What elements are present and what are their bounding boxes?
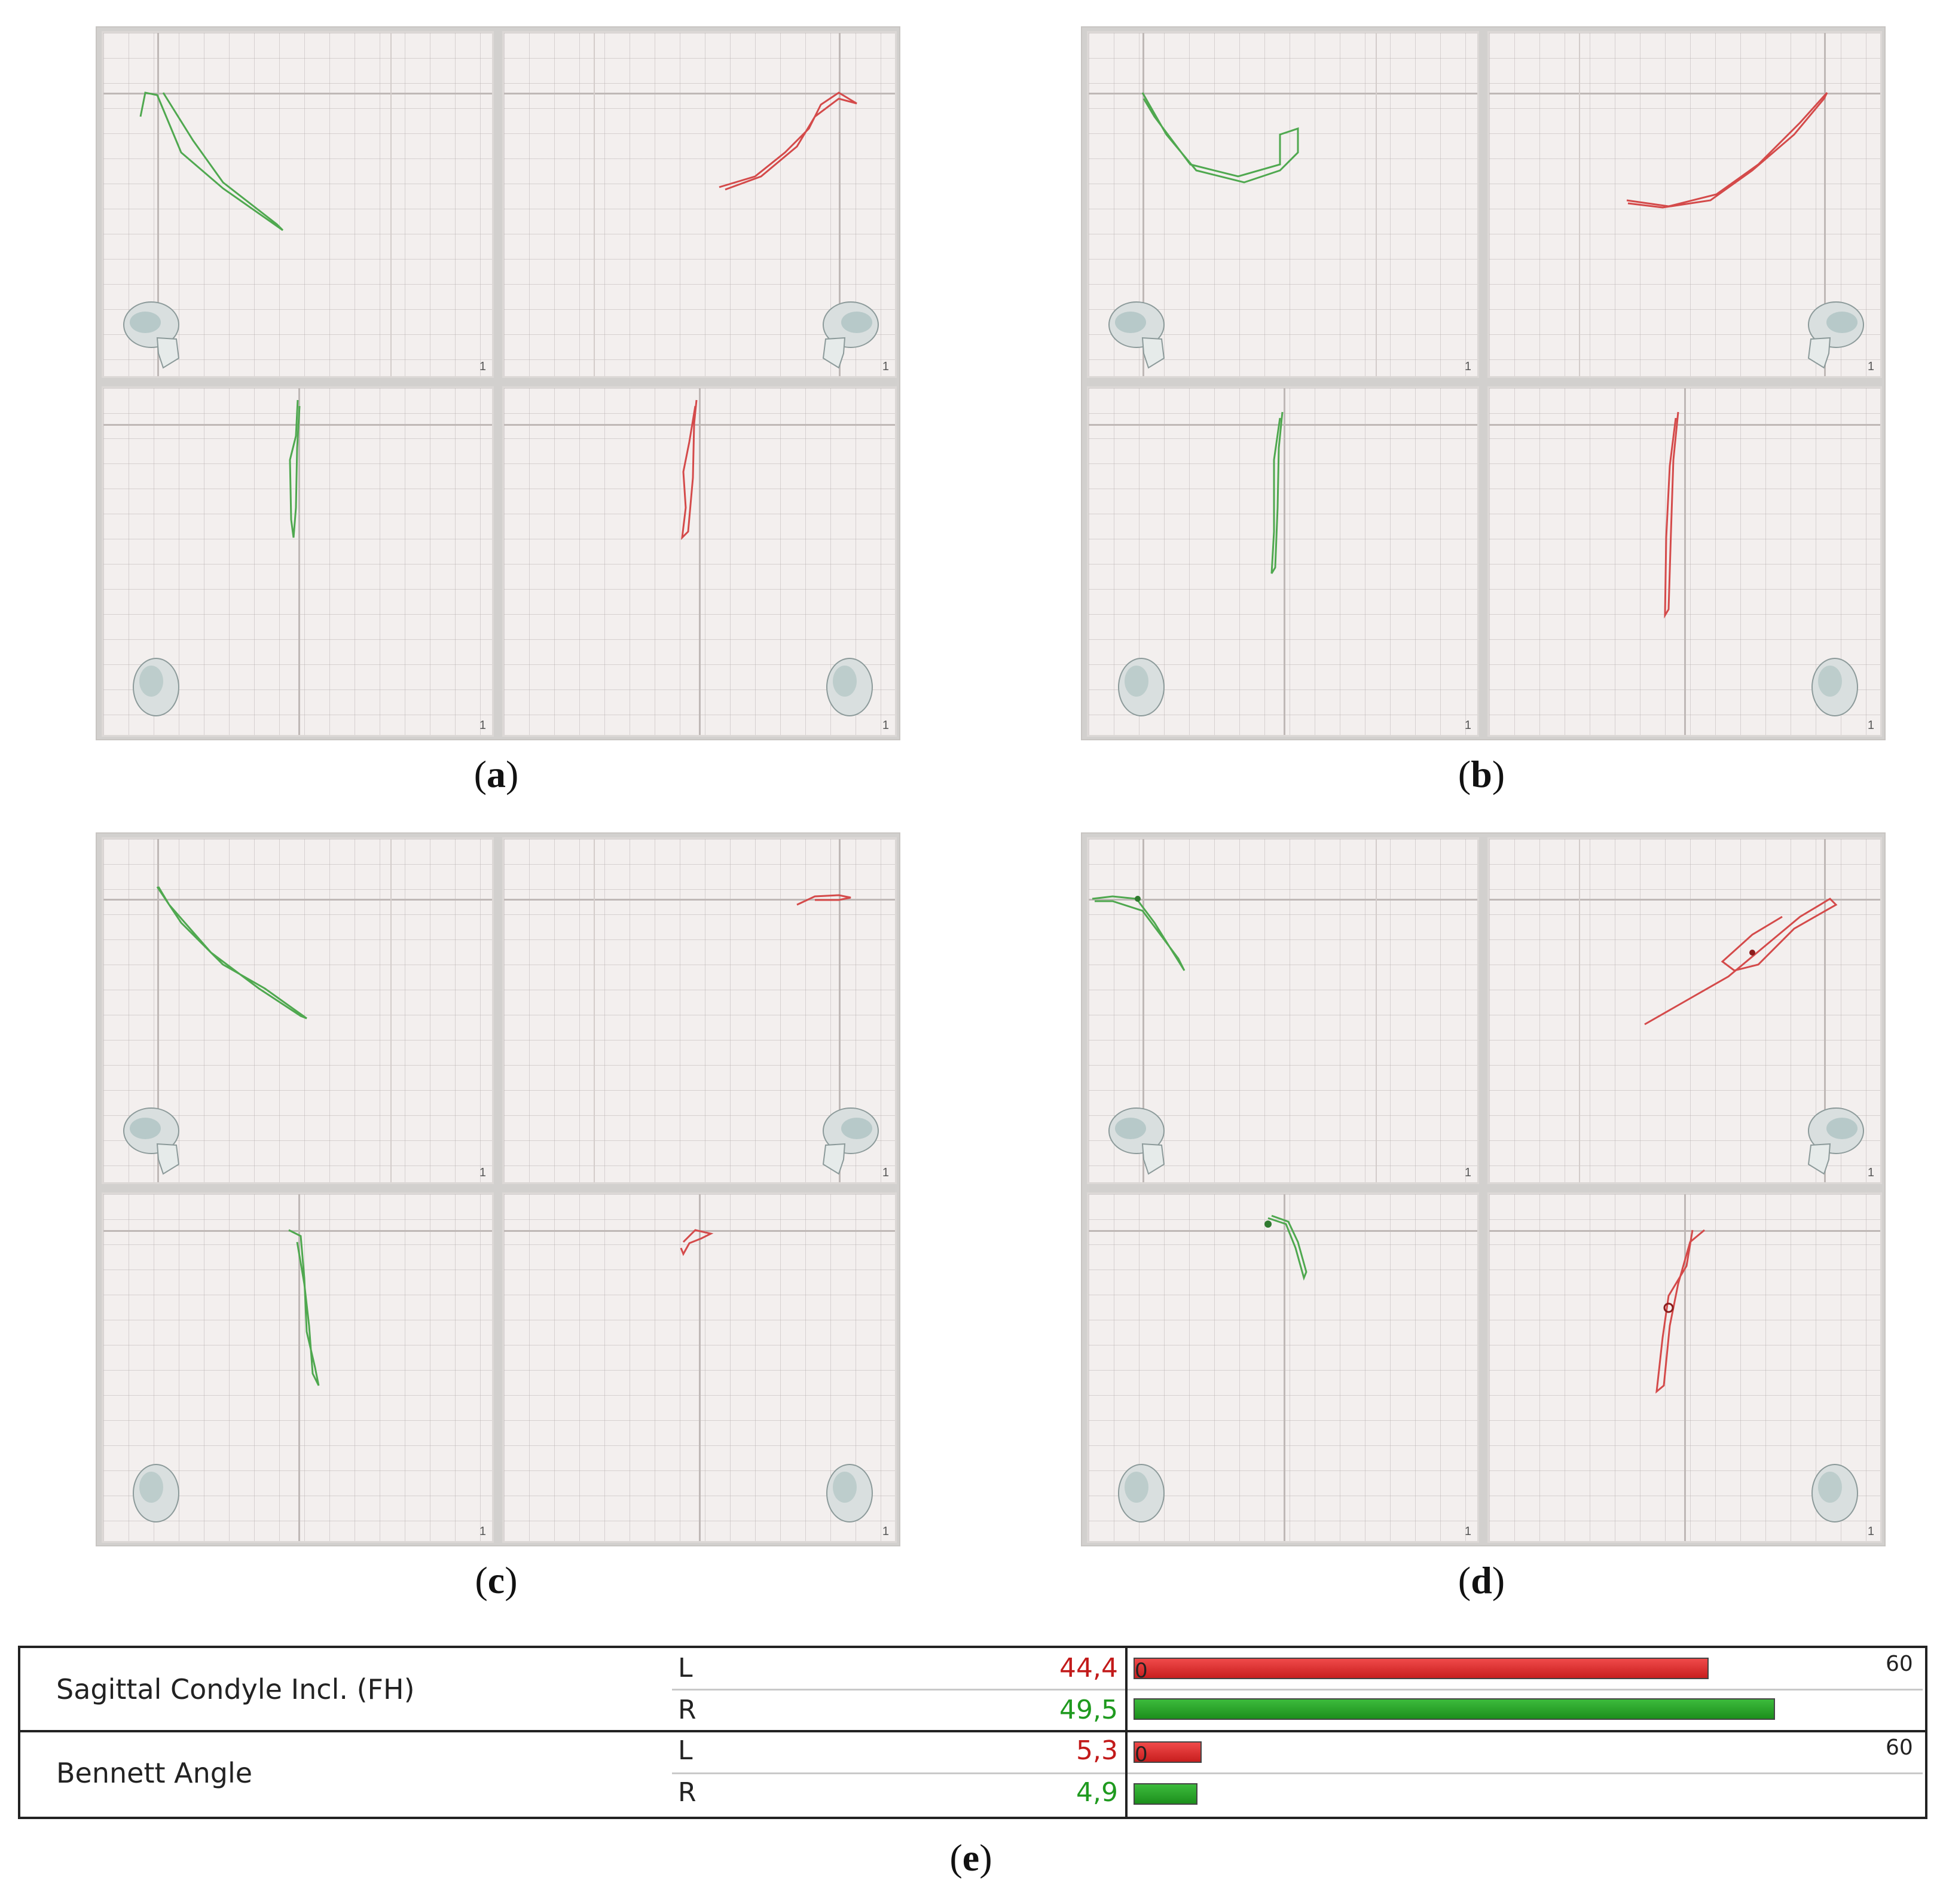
scale-label: 1 [882,1166,889,1179]
scale-max: 60 [1886,1652,1913,1676]
side-right: R [678,1695,696,1725]
skull-lateral-icon [1107,1102,1172,1180]
trace-red-frontal [680,399,698,541]
side-left: L [678,1735,693,1766]
view-c-sagittal-right[interactable]: 1 [502,837,897,1184]
panel-c: 1 1 1 1 [96,832,900,1546]
skull-lateral-icon [815,1102,881,1180]
scale-label: 1 [479,1525,486,1538]
trace-red-sagittal [1626,91,1828,209]
skull-frontal-icon [127,1457,193,1535]
scale-label: 1 [1867,360,1874,373]
view-b-frontal-left[interactable]: 1 [1087,386,1479,737]
view-d-sagittal-left[interactable]: 1 [1087,837,1479,1184]
skull-frontal-icon [127,651,193,729]
trace-green-sagittal [156,886,307,1020]
scale-label: 1 [882,719,889,732]
panel-a: 1 1 1 1 [96,26,900,740]
trace-red-sagittal [719,91,857,191]
view-b-sagittal-left[interactable]: 1 [1087,31,1479,378]
caption-d: (d) [1458,1559,1505,1601]
view-c-frontal-right[interactable]: 1 [502,1192,897,1543]
left-value: 44,4 [1059,1653,1118,1683]
scale-label: 1 [1867,1525,1874,1538]
scale-label: 1 [479,360,486,373]
skull-lateral-icon [121,296,187,374]
right-value: 49,5 [1059,1695,1118,1725]
trace-red-frontal [1655,1229,1705,1394]
scale-label: 1 [882,1525,889,1538]
skull-frontal-icon [821,651,887,729]
right-value-bar [1134,1783,1197,1805]
row-label: Bennett Angle [56,1757,253,1789]
caption-b: (b) [1458,753,1505,795]
view-c-sagittal-left[interactable]: 1 [102,837,494,1184]
trace-green-frontal [288,1229,320,1386]
scale-zero: 0 [1135,1743,1148,1766]
scale-label: 1 [1464,360,1471,373]
left-value: 5,3 [1076,1735,1118,1766]
trace-red-frontal [680,1229,714,1256]
scale-label: 1 [1464,1166,1471,1179]
caption-c: (c) [475,1559,518,1601]
scale-label: 1 [479,719,486,732]
view-b-frontal-right[interactable]: 1 [1487,386,1882,737]
skull-frontal-icon [1806,1457,1872,1535]
left-value-bar [1134,1741,1202,1763]
trace-red-frontal [1664,411,1679,619]
caption-a: (a) [473,753,519,795]
trace-green-sagittal [1141,92,1299,184]
trace-green-sagittal [139,91,284,231]
view-d-sagittal-right[interactable]: 1 [1487,837,1882,1184]
skull-lateral-icon [1107,296,1172,374]
trace-green-sagittal [1092,895,1186,971]
scale-label: 1 [1867,719,1874,732]
right-value-bar [1134,1698,1775,1720]
trace-green-frontal [1264,1215,1307,1281]
view-a-frontal-left[interactable]: 1 [102,386,494,737]
trace-green-frontal [289,399,301,538]
scale-zero: 0 [1135,1659,1148,1683]
scale-label: 1 [882,360,889,373]
panel-b: 1 1 1 1 [1081,26,1886,740]
skull-lateral-icon [815,296,881,374]
scale-label: 1 [1867,1166,1874,1179]
view-b-sagittal-right[interactable]: 1 [1487,31,1882,378]
panel-d: 1 1 1 1 [1081,832,1886,1546]
scale-label: 1 [1464,1525,1471,1538]
row-label: Sagittal Condyle Incl. (FH) [56,1673,415,1705]
skull-lateral-icon [121,1102,187,1180]
skull-frontal-icon [1113,651,1178,729]
condyle-results-table: Sagittal Condyle Incl. (FH) L R 44,4 49,… [18,1646,1927,1819]
side-left: L [678,1653,693,1683]
view-a-frontal-right[interactable]: 1 [502,386,897,737]
scale-label: 1 [479,1166,486,1179]
skull-frontal-icon [821,1457,887,1535]
skull-lateral-icon [1800,296,1866,374]
left-value-bar [1134,1658,1709,1679]
view-a-sagittal-left[interactable]: 1 [102,31,494,378]
view-a-sagittal-right[interactable]: 1 [502,31,897,378]
skull-frontal-icon [1806,651,1872,729]
skull-lateral-icon [1800,1102,1866,1180]
scale-max: 60 [1886,1735,1913,1760]
trace-green-frontal [1270,411,1284,574]
view-d-frontal-left[interactable]: 1 [1087,1192,1479,1543]
side-right: R [678,1777,696,1808]
skull-frontal-icon [1113,1457,1178,1535]
view-d-frontal-right[interactable]: 1 [1487,1192,1882,1543]
scale-label: 1 [1464,719,1471,732]
caption-e: (e) [949,1836,992,1879]
trace-red-sagittal [1644,898,1838,1026]
view-c-frontal-left[interactable]: 1 [102,1192,494,1543]
right-value: 4,9 [1076,1777,1118,1808]
trace-red-sagittal [796,894,851,906]
